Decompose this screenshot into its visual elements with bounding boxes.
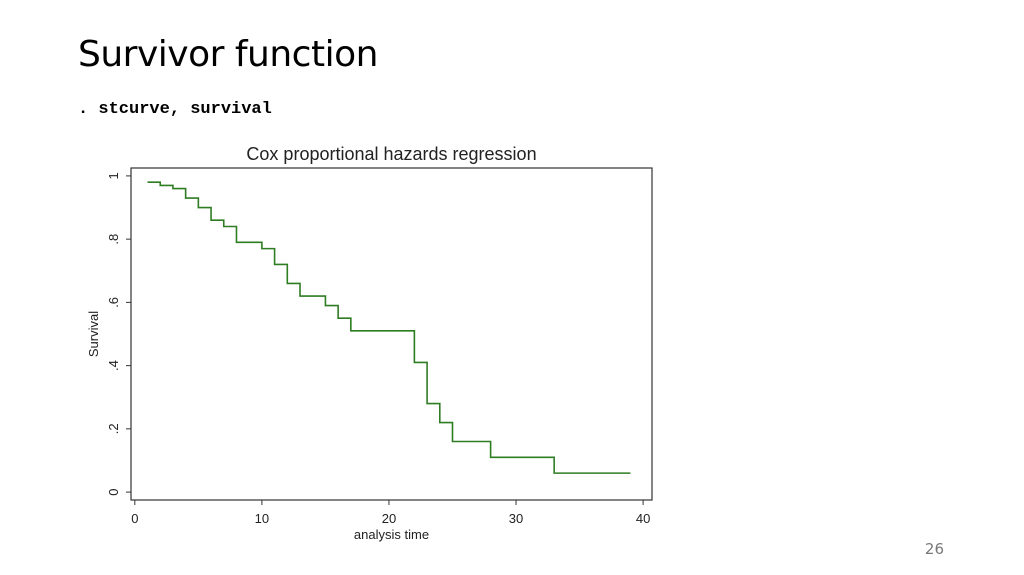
slide-title: Survivor function <box>78 34 378 75</box>
y-tick-label: .8 <box>106 234 121 245</box>
y-tick-label: .2 <box>106 423 121 434</box>
page-number: 26 <box>924 540 944 558</box>
survival-step-line <box>147 181 631 474</box>
y-tick-label: .6 <box>106 297 121 308</box>
stata-command: . stcurve, survival <box>78 100 272 119</box>
x-axis-title: analysis time <box>354 527 429 542</box>
y-tick-label: .4 <box>106 360 121 371</box>
chart-title: Cox proportional hazards regression <box>246 144 536 164</box>
y-axis-title: Survival <box>86 311 101 357</box>
x-tick-label: 10 <box>255 511 269 526</box>
plot-frame <box>130 167 653 501</box>
axis-ticks: 0 10 20 30 40 0 .2 .4 .6 .8 1 <box>106 172 650 526</box>
x-tick-label: 30 <box>509 511 523 526</box>
x-tick-label: 0 <box>131 511 138 526</box>
y-tick-label: 0 <box>106 488 121 495</box>
x-tick-label: 40 <box>636 511 650 526</box>
y-tick-label: 1 <box>106 172 121 179</box>
x-tick-label: 20 <box>382 511 396 526</box>
